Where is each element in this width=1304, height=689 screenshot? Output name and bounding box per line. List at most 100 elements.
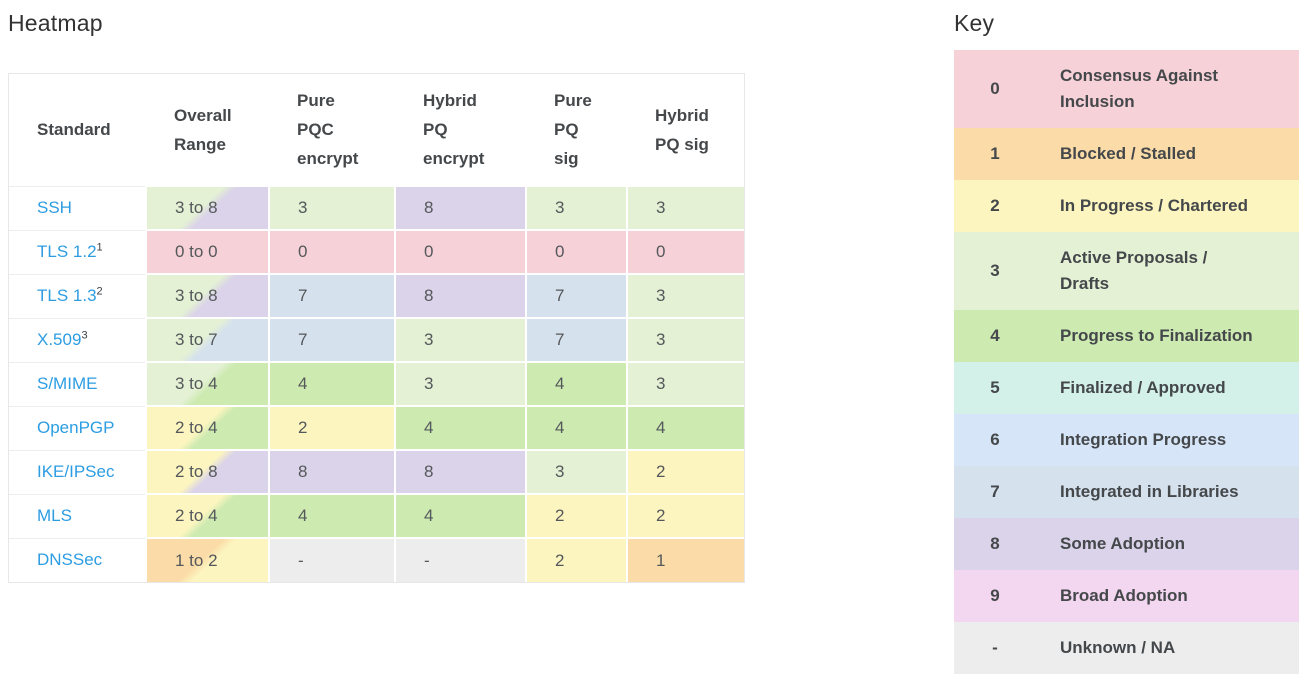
key-value: 1 <box>990 144 1000 163</box>
key-label: Integrated in Libraries <box>1060 482 1239 501</box>
key-label: Integration Progress <box>1060 430 1227 449</box>
overall-range-cell: 3 to 8 <box>145 273 269 318</box>
heatmap-cell: 8 <box>268 449 395 494</box>
heatmap-cell: 7 <box>268 273 395 318</box>
heatmap-cell: 7 <box>525 273 627 318</box>
key-row: 7 Integrated in Libraries <box>954 466 1299 518</box>
heatmap-cell: 2 <box>626 449 744 494</box>
key-row: 5 Finalized / Approved <box>954 362 1299 414</box>
standard-cell: S/MIME <box>9 361 146 406</box>
heatmap-header-row: Standard Overall Range Pure PQC encrypt Hyb… <box>9 74 744 187</box>
overall-range-cell: 3 to 8 <box>145 185 269 230</box>
standard-cell: TLS 1.21 <box>9 229 146 274</box>
heatmap-cell: 3 <box>268 185 395 230</box>
overall-range-cell: 2 to 4 <box>145 405 269 450</box>
heatmap-cell: 3 <box>626 317 744 362</box>
heatmap-cell: 3 <box>394 361 526 406</box>
key-value: 3 <box>990 261 1000 280</box>
standard-cell: X.5093 <box>9 317 146 362</box>
standard-cell: OpenPGP <box>9 405 146 450</box>
key-value: 7 <box>990 482 1000 501</box>
standard-link-x-509[interactable]: X.509 <box>37 330 82 349</box>
heatmap-cell: 4 <box>626 405 744 450</box>
key-value: 5 <box>990 378 1000 397</box>
key-label: In Progress / Chartered <box>1060 196 1249 215</box>
heatmap-title: Heatmap <box>8 10 103 36</box>
key-row: 0 Consensus Against Inclusion <box>954 50 1299 128</box>
key-row: 3 Active Proposals / Drafts <box>954 232 1299 310</box>
heatmap-cell: 2 <box>525 493 627 538</box>
standard-link-s-mime[interactable]: S/MIME <box>37 374 98 393</box>
overall-range-cell: 1 to 2 <box>145 537 269 582</box>
heatmap-cell: 3 <box>394 317 526 362</box>
heatmap-cell: - <box>394 537 526 582</box>
overall-range-cell: 2 to 4 <box>145 493 269 538</box>
heatmap-cell: 4 <box>268 493 395 538</box>
overall-range-cell: 3 to 7 <box>145 317 269 362</box>
heatmap-cell: 3 <box>525 449 627 494</box>
standard-cell: MLS <box>9 493 146 538</box>
column-header-hybrid-pq-encrypt: Hybrid PQ encrypt <box>395 74 526 187</box>
key-row: 2 In Progress / Chartered <box>954 180 1299 232</box>
column-header-overall-range: Overall Range <box>146 74 269 187</box>
heatmap-cell: 4 <box>394 405 526 450</box>
heatmap-cell: 0 <box>268 229 395 274</box>
standard-link-tls-1-2[interactable]: TLS 1.2 <box>37 242 97 261</box>
footnote-marker: 2 <box>96 285 103 298</box>
key-row: 1 Blocked / Stalled <box>954 128 1299 180</box>
heatmap-cell: 4 <box>525 361 627 406</box>
key-row: 9 Broad Adoption <box>954 570 1299 622</box>
standard-cell: DNSSec <box>9 537 146 582</box>
column-header-standard: Standard <box>9 74 146 187</box>
heatmap-cell: 0 <box>394 229 526 274</box>
footnote-marker: 1 <box>96 241 103 254</box>
heatmap-cell: - <box>268 537 395 582</box>
footnote-marker: 3 <box>81 329 88 342</box>
key-value: 2 <box>990 196 1000 215</box>
column-header-pure-pqc-encrypt: Pure PQC encrypt <box>269 74 395 187</box>
overall-range-cell: 0 to 0 <box>145 229 269 274</box>
heatmap-cell: 8 <box>394 185 526 230</box>
key-label: Broad Adoption <box>1060 586 1188 605</box>
key-value: 4 <box>990 326 1000 345</box>
key-value: 9 <box>990 586 1000 605</box>
heatmap-cell: 1 <box>626 537 744 582</box>
heatmap-cell: 0 <box>525 229 627 274</box>
key-legend: 0 Consensus Against Inclusion 1 Blocked / S… <box>954 50 1299 674</box>
heatmap-cell: 4 <box>394 493 526 538</box>
overall-range-cell: 2 to 8 <box>145 449 269 494</box>
heatmap-cell: 7 <box>525 317 627 362</box>
overall-range-cell: 3 to 4 <box>145 361 269 406</box>
key-label: Consensus Against Inclusion <box>1060 66 1219 111</box>
key-value: - <box>992 638 998 657</box>
standard-link-ssh[interactable]: SSH <box>37 198 72 217</box>
key-value: 6 <box>990 430 1000 449</box>
heatmap-cell: 8 <box>394 273 526 318</box>
key-label: Finalized / Approved <box>1060 378 1226 397</box>
heatmap-cell: 3 <box>626 273 744 318</box>
key-label: Blocked / Stalled <box>1060 144 1197 163</box>
standard-link-dnssec[interactable]: DNSSec <box>37 550 103 570</box>
key-value: 0 <box>990 79 1000 98</box>
key-row: 6 Integration Progress <box>954 414 1299 466</box>
key-label: Active Proposals / Drafts <box>1060 248 1208 293</box>
heatmap-cell: 3 <box>626 185 744 230</box>
key-row: 8 Some Adoption <box>954 518 1299 570</box>
standard-link-mls[interactable]: MLS <box>37 506 72 525</box>
key-label: Unknown / NA <box>1060 638 1176 657</box>
key-title: Key <box>954 10 995 36</box>
key-row: - Unknown / NA <box>954 622 1299 674</box>
standard-cell: SSH <box>9 185 146 230</box>
key-label: Some Adoption <box>1060 534 1185 553</box>
standard-link-ike-ipsec[interactable]: IKE/IPSec <box>37 462 115 481</box>
standard-link-tls-1-3[interactable]: TLS 1.3 <box>37 286 97 305</box>
standard-link-openpgp[interactable]: OpenPGP <box>37 418 115 437</box>
